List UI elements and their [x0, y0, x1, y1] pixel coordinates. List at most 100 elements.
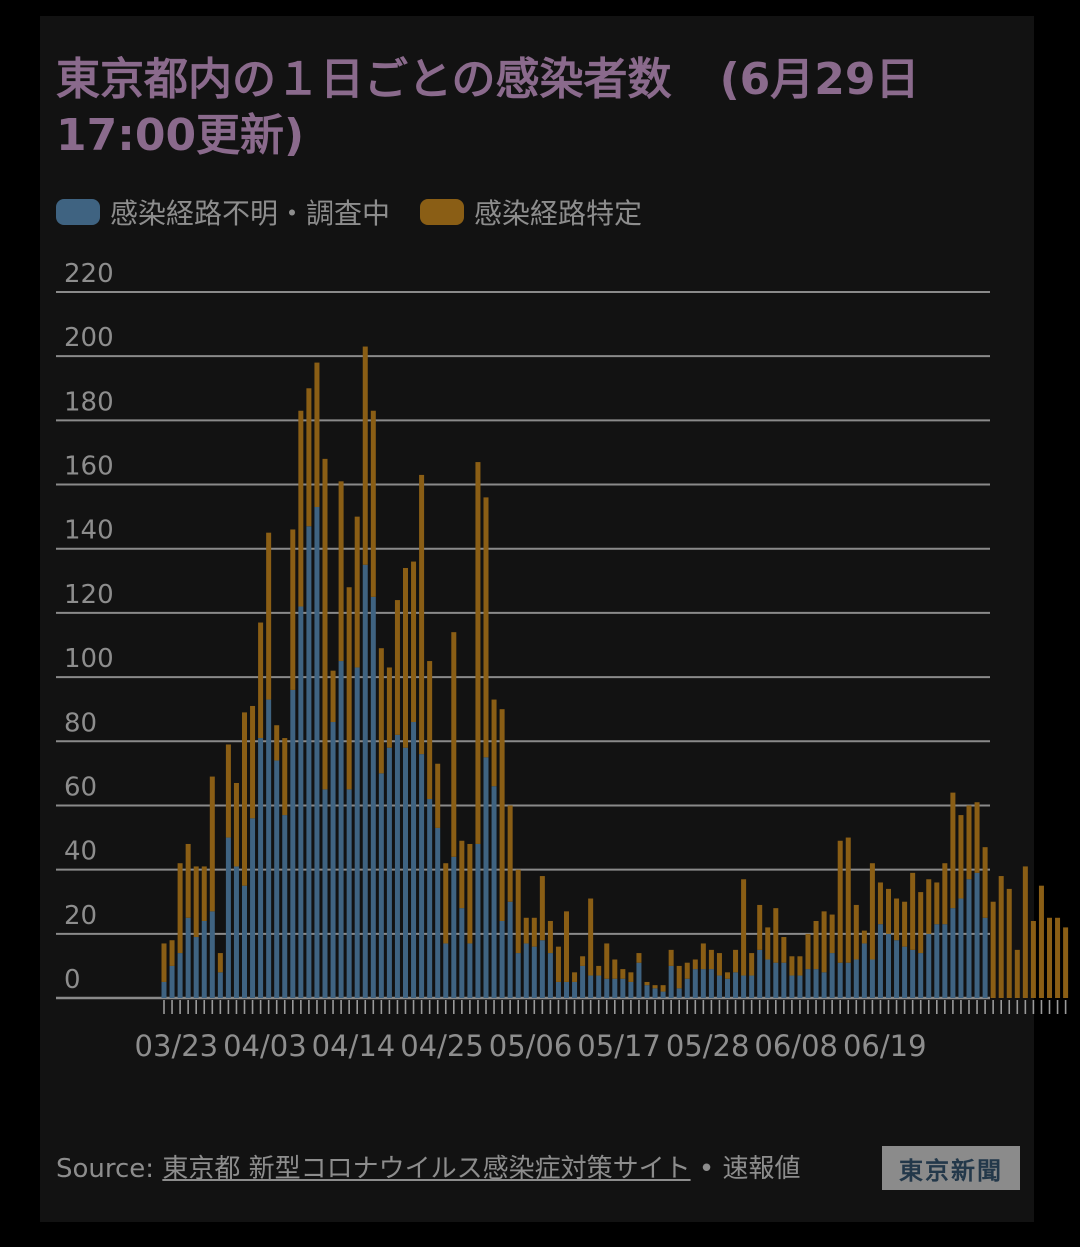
bar-known-route[interactable] [475, 462, 481, 844]
bar-unknown-route[interactable] [161, 981, 167, 998]
bar-unknown-route[interactable] [580, 965, 586, 998]
bar-unknown-route[interactable] [628, 981, 634, 998]
bar-known-route[interactable] [789, 956, 795, 976]
bar-unknown-route[interactable] [499, 920, 505, 998]
bar-known-route[interactable] [628, 972, 634, 982]
bar-unknown-route[interactable] [741, 975, 747, 998]
bar-known-route[interactable] [926, 879, 932, 934]
bar-unknown-route[interactable] [749, 975, 755, 998]
bar-known-route[interactable] [306, 388, 312, 527]
bar-unknown-route[interactable] [853, 959, 859, 998]
bar-unknown-route[interactable] [845, 962, 851, 998]
bar-known-route[interactable] [531, 917, 537, 947]
bar-known-route[interactable] [201, 866, 207, 921]
bar-unknown-route[interactable] [250, 818, 256, 998]
bar-known-route[interactable] [258, 622, 264, 739]
bar-unknown-route[interactable] [765, 959, 771, 998]
bar-known-route[interactable] [612, 959, 618, 979]
bar-known-route[interactable] [209, 776, 215, 912]
bar-known-route[interactable] [322, 458, 328, 790]
bar-unknown-route[interactable] [596, 975, 602, 998]
bar-known-route[interactable] [266, 532, 272, 700]
bar-unknown-route[interactable] [934, 924, 940, 998]
bar-unknown-route[interactable] [805, 969, 811, 998]
bar-known-route[interactable] [604, 943, 610, 979]
bar-known-route[interactable] [394, 600, 400, 735]
bar-known-route[interactable] [942, 863, 948, 925]
bar-unknown-route[interactable] [861, 943, 867, 998]
bar-known-route[interactable] [588, 898, 594, 976]
bar-unknown-route[interactable] [209, 911, 215, 998]
bar-unknown-route[interactable] [225, 837, 231, 998]
bar-known-route[interactable] [837, 840, 843, 963]
bar-known-route[interactable] [555, 946, 561, 982]
bar-known-route[interactable] [403, 567, 408, 748]
bar-unknown-route[interactable] [789, 975, 795, 998]
bar-unknown-route[interactable] [419, 754, 425, 998]
bar-known-route[interactable] [749, 953, 755, 976]
bar-known-route[interactable] [459, 840, 465, 909]
bar-known-route[interactable] [765, 927, 771, 960]
bar-known-route[interactable] [861, 930, 867, 944]
bar-known-route[interactable] [733, 949, 739, 973]
bar-known-route[interactable] [886, 888, 891, 934]
bar-known-route[interactable] [1006, 888, 1012, 998]
bar-known-route[interactable] [177, 863, 183, 954]
bar-known-route[interactable] [821, 911, 827, 973]
bar-known-route[interactable] [676, 965, 682, 989]
bar-known-route[interactable] [564, 911, 569, 982]
bar-known-route[interactable] [757, 904, 763, 950]
bar-known-route[interactable] [338, 481, 344, 662]
bar-unknown-route[interactable] [869, 959, 875, 998]
bar-known-route[interactable] [193, 866, 199, 938]
bar-unknown-route[interactable] [306, 526, 312, 998]
bar-known-route[interactable] [1022, 866, 1028, 998]
bar-known-route[interactable] [829, 914, 835, 954]
bar-known-route[interactable] [725, 972, 730, 979]
bar-unknown-route[interactable] [773, 962, 779, 998]
bar-known-route[interactable] [652, 985, 658, 989]
source-link[interactable]: 東京都 新型コロナウイルス感染症対策サイト [162, 1154, 691, 1184]
bar-known-route[interactable] [451, 632, 457, 857]
bar-known-route[interactable] [419, 474, 425, 755]
bar-known-route[interactable] [499, 709, 505, 921]
bar-known-route[interactable] [354, 516, 360, 668]
bar-known-route[interactable] [427, 661, 433, 800]
bar-unknown-route[interactable] [314, 507, 320, 998]
bar-known-route[interactable] [467, 843, 473, 944]
bar-known-route[interactable] [620, 969, 626, 979]
bar-unknown-route[interactable] [403, 747, 408, 998]
bar-known-route[interactable] [435, 763, 441, 828]
bar-known-route[interactable] [580, 956, 586, 966]
bar-known-route[interactable] [974, 802, 980, 873]
bar-known-route[interactable] [1047, 917, 1052, 998]
bar-known-route[interactable] [483, 497, 489, 758]
bar-known-route[interactable] [950, 792, 956, 909]
bar-known-route[interactable] [242, 712, 247, 886]
bar-known-route[interactable] [233, 782, 239, 867]
bar-known-route[interactable] [934, 882, 940, 925]
bar-known-route[interactable] [1038, 885, 1044, 998]
bar-unknown-route[interactable] [894, 940, 900, 998]
bar-unknown-route[interactable] [378, 773, 384, 998]
bar-known-route[interactable] [515, 869, 521, 954]
bar-unknown-route[interactable] [974, 872, 980, 998]
bar-known-route[interactable] [894, 898, 900, 941]
bar-known-route[interactable] [845, 837, 851, 963]
bar-known-route[interactable] [660, 985, 666, 992]
bar-unknown-route[interactable] [523, 943, 529, 998]
bar-known-route[interactable] [998, 876, 1004, 998]
bar-unknown-route[interactable] [958, 898, 964, 998]
bar-unknown-route[interactable] [491, 786, 497, 998]
bar-known-route[interactable] [877, 882, 883, 925]
legend-item-unknown-route[interactable]: 感染経路不明・調査中 [56, 192, 390, 232]
bar-unknown-route[interactable] [435, 827, 441, 998]
bar-known-route[interactable] [684, 962, 690, 979]
bar-unknown-route[interactable] [781, 962, 787, 998]
bar-known-route[interactable] [274, 725, 280, 761]
legend-item-known-route[interactable]: 感染経路特定 [420, 192, 642, 232]
bar-known-route[interactable] [298, 410, 304, 607]
bar-unknown-route[interactable] [185, 917, 191, 998]
bar-known-route[interactable] [346, 587, 352, 790]
bar-unknown-route[interactable] [169, 965, 175, 998]
